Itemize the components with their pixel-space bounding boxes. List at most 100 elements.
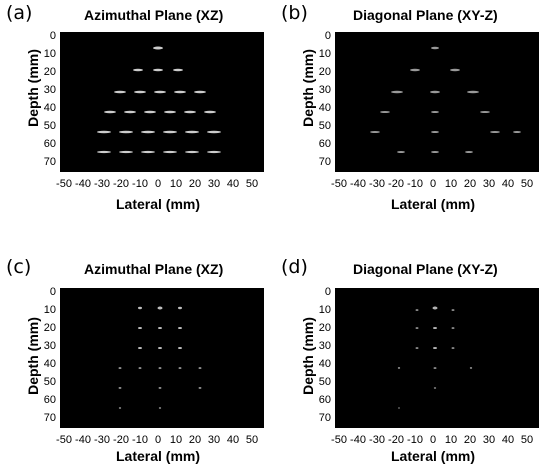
x-tick: 20	[463, 178, 477, 190]
y-tick: 0	[324, 30, 331, 42]
y-tick: 10	[43, 304, 56, 316]
x-tick: 30	[482, 178, 496, 190]
x-tick: 40	[501, 178, 515, 190]
x-tick: 10	[444, 178, 458, 190]
y-tick: 10	[318, 304, 331, 316]
y-tick: 0	[49, 286, 56, 298]
ultrasound-image-plot	[60, 288, 264, 428]
panel-title: Diagonal Plane (XY-Z)	[353, 7, 498, 23]
x-tick: 20	[188, 178, 202, 190]
y-tick: 70	[318, 412, 331, 424]
ultrasound-image-plot	[335, 288, 539, 428]
panel-title: Azimuthal Plane (XZ)	[84, 7, 224, 23]
ultrasound-image-plot	[60, 32, 264, 172]
y-tick: 70	[43, 156, 56, 168]
y-tick: 20	[43, 66, 56, 78]
x-tick: -30	[369, 178, 385, 190]
y-tick: 30	[318, 84, 331, 96]
x-tick: -10	[407, 434, 423, 446]
y-tick: 70	[43, 412, 56, 424]
psf-image	[370, 46, 521, 153]
y-tick: 10	[43, 48, 56, 60]
x-tick: -20	[113, 178, 129, 190]
y-tick: 20	[43, 322, 56, 334]
x-tick: 0	[154, 178, 162, 190]
y-tick: 50	[318, 120, 331, 132]
ultrasound-image-plot	[335, 32, 539, 172]
panel-d: (d) Diagonal Plane (XY-Z) Depth (mm) 0 1…	[275, 234, 550, 468]
y-tick: 0	[49, 30, 56, 42]
x-tick: -10	[132, 178, 148, 190]
y-tick: 60	[318, 138, 331, 150]
x-tick: 40	[501, 434, 515, 446]
x-tick: -30	[369, 434, 385, 446]
x-tick: -20	[388, 178, 404, 190]
y-tick: 40	[318, 358, 331, 370]
x-tick: -10	[407, 178, 423, 190]
y-tick: 50	[43, 120, 56, 132]
panel-letter: (a)	[6, 2, 33, 24]
y-tick: 60	[43, 138, 56, 150]
panel-title: Azimuthal Plane (XZ)	[84, 261, 224, 277]
panel-b: (b) Diagonal Plane (XY-Z) Depth (mm) 0 1…	[275, 0, 550, 234]
x-tick: 0	[429, 178, 437, 190]
y-tick: 30	[43, 340, 56, 352]
y-tick: 40	[43, 358, 56, 370]
x-tick: -10	[132, 434, 148, 446]
x-tick: 10	[169, 434, 183, 446]
x-tick: -50	[331, 178, 347, 190]
y-tick: 50	[43, 376, 56, 388]
x-axis-label: Lateral (mm)	[116, 448, 201, 464]
x-tick: -40	[75, 178, 91, 190]
y-tick: 60	[318, 394, 331, 406]
y-tick: 70	[318, 156, 331, 168]
x-tick: 50	[520, 434, 534, 446]
x-tick: -40	[75, 434, 91, 446]
panel-a: (a) Azimuthal Plane (XZ) Depth (mm) 0 10…	[0, 0, 275, 234]
panel-letter: (b)	[281, 2, 308, 24]
psf-image	[118, 306, 202, 409]
x-tick: 30	[207, 178, 221, 190]
y-tick: 20	[318, 322, 331, 334]
x-tick: 20	[463, 434, 477, 446]
x-tick: -50	[56, 178, 72, 190]
x-tick: 30	[207, 434, 221, 446]
panel-c: (c) Azimuthal Plane (XZ) Depth (mm) 0 10…	[0, 234, 275, 468]
y-tick: 40	[43, 102, 56, 114]
x-axis-label: Lateral (mm)	[116, 196, 201, 212]
y-tick: 20	[318, 66, 331, 78]
panel-letter: (d)	[281, 256, 308, 278]
panel-title: Diagonal Plane (XY-Z)	[353, 261, 498, 277]
x-tick: 50	[245, 434, 259, 446]
y-tick: 30	[318, 340, 331, 352]
y-tick: 0	[324, 286, 331, 298]
x-tick: 40	[226, 434, 240, 446]
x-tick: 10	[444, 434, 458, 446]
x-tick: 10	[169, 178, 183, 190]
x-tick: -20	[388, 434, 404, 446]
x-tick: -30	[94, 178, 110, 190]
x-tick: -40	[350, 178, 366, 190]
x-tick: -20	[113, 434, 129, 446]
y-tick: 60	[43, 394, 56, 406]
panel-letter: (c)	[6, 256, 32, 278]
x-tick: -50	[331, 434, 347, 446]
x-tick: 50	[520, 178, 534, 190]
x-tick: 20	[188, 434, 202, 446]
y-tick: 40	[318, 102, 331, 114]
psf-image	[97, 46, 221, 154]
y-tick: 30	[43, 84, 56, 96]
x-axis-label: Lateral (mm)	[391, 448, 476, 464]
x-tick: 40	[226, 178, 240, 190]
x-tick: 30	[482, 434, 496, 446]
x-axis-label: Lateral (mm)	[391, 196, 476, 212]
x-tick: -30	[94, 434, 110, 446]
x-tick: 50	[245, 178, 259, 190]
x-tick: -50	[56, 434, 72, 446]
y-tick: 50	[318, 376, 331, 388]
psf-image	[397, 306, 473, 409]
y-tick: 10	[318, 48, 331, 60]
x-tick: 0	[429, 434, 437, 446]
x-tick: -40	[350, 434, 366, 446]
x-tick: 0	[154, 434, 162, 446]
